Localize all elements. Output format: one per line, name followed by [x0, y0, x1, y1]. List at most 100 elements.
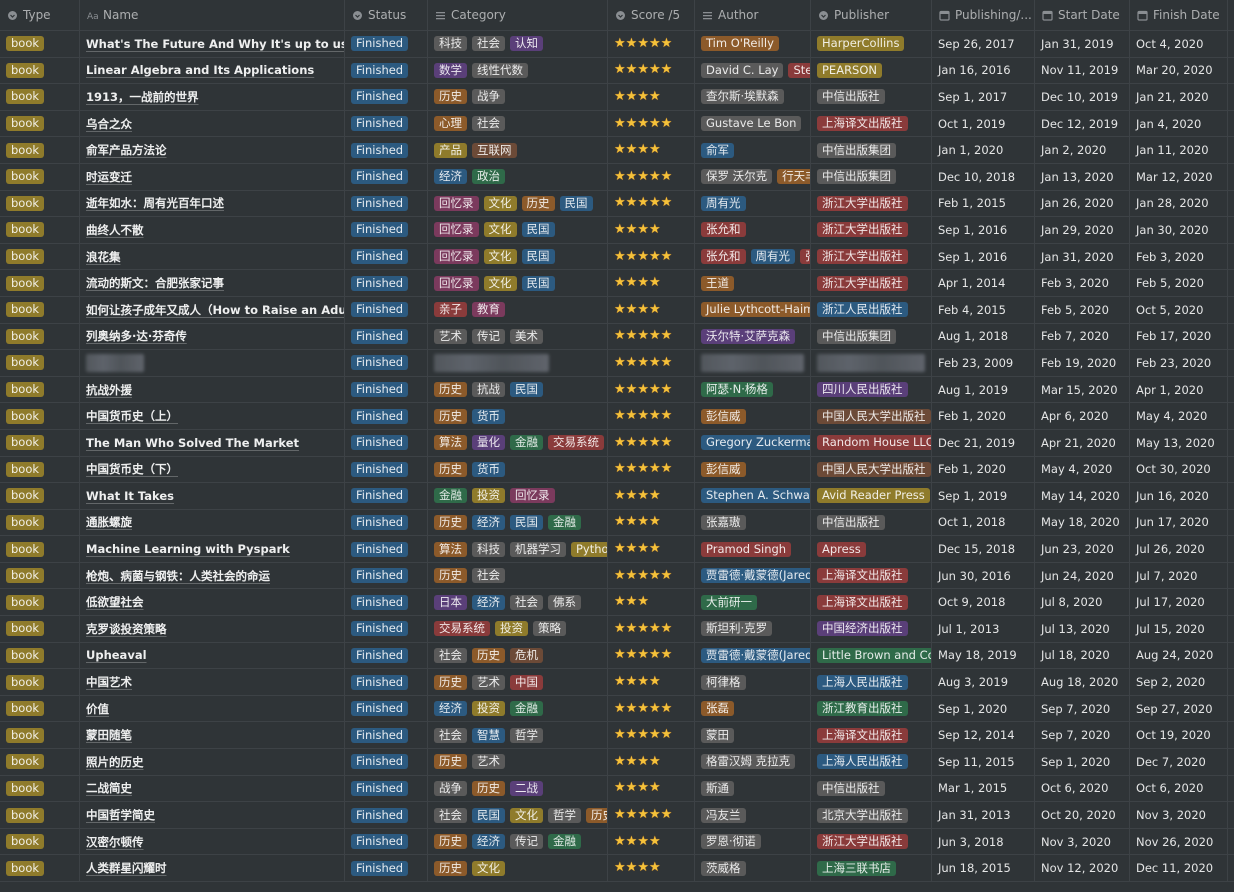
tag: 艺术 — [472, 674, 505, 690]
book-name[interactable]: Linear Algebra and Its Applications — [86, 63, 315, 78]
column-header[interactable]: Score /5 — [608, 0, 695, 30]
book-name[interactable]: 中国艺术 — [86, 675, 132, 690]
cell: May 4, 2020 — [1035, 456, 1130, 483]
tag: 王道 — [701, 275, 734, 291]
cell: Sep 26, 2017 — [932, 31, 1035, 57]
cell: 逝年如水：周有光百年口述 — [80, 190, 345, 217]
cell: Finished — [345, 84, 428, 110]
table-row: book 中国艺术 Finished 历史 艺术 中国 ★ ★ ★ ★ 柯律格 上海人民出版社 Aug … — [0, 669, 1234, 696]
star: ★ — [648, 541, 661, 557]
book-name[interactable]: 逝年如水：周有光百年口述 — [86, 196, 224, 211]
column-icon — [939, 10, 950, 21]
book-name[interactable]: 曲终人不散 — [86, 222, 144, 237]
column-header[interactable]: Type — [0, 0, 80, 30]
tag: 数学 — [434, 62, 467, 78]
cell: Mar 20, 2020 — [1130, 57, 1228, 84]
start-date: Aug 18, 2020 — [1041, 675, 1119, 690]
table-row: book 列奥纳多·达·芬奇传 Finished 艺术 传记 美术 ★ ★ ★ ★ ★ 沃尔特·艾萨克… — [0, 323, 1234, 351]
cell: Finished — [345, 190, 428, 217]
column-header[interactable]: Finish Date — [1130, 0, 1228, 30]
book-name[interactable]: 中国哲学简史 — [86, 808, 155, 823]
book-name[interactable]: 1913，一战前的世界 — [86, 89, 199, 104]
star-rating: ★ ★ ★ ★ ★ — [614, 63, 672, 77]
column-header[interactable]: Status — [345, 0, 428, 30]
cell: Feb 23, 2020 — [1130, 350, 1228, 376]
book-name[interactable]: 蒙田随笔 — [86, 728, 132, 743]
star: ★ — [625, 434, 638, 450]
tag: Finished — [351, 514, 409, 530]
book-name[interactable]: 照片的历史 — [86, 754, 144, 769]
book-name[interactable]: 流动的斯文：合肥张家记事 — [86, 276, 224, 291]
cell: 枪炮、病菌与钢铁：人类社会的命运 — [80, 562, 345, 589]
finish-date: Nov 3, 2020 — [1136, 808, 1206, 823]
cell: book — [0, 296, 80, 323]
book-name[interactable]: 抗战外援 — [86, 382, 132, 397]
cell: May 13, 2020 — [1130, 429, 1228, 456]
book-name[interactable]: 汉密尔顿传 — [86, 834, 144, 849]
book-name[interactable]: What It Takes — [86, 488, 175, 503]
book-name[interactable]: 中国货币史（下） — [86, 462, 178, 477]
star: ★ — [625, 195, 638, 211]
published-date: Mar 1, 2015 — [938, 781, 1008, 796]
column-header[interactable]: Publisher — [811, 0, 932, 30]
book-name[interactable]: 中国货币史（上） — [86, 409, 178, 424]
book-name[interactable]: 人类群星闪耀时 — [86, 861, 167, 876]
tag: 历史 — [472, 780, 505, 796]
column-header[interactable]: Author — [695, 0, 811, 30]
book-name[interactable]: 低欲望社会 — [86, 595, 144, 610]
book-name[interactable]: 枪炮、病菌与钢铁：人类社会的命运 — [86, 568, 270, 583]
book-name[interactable]: 价值 — [86, 701, 109, 716]
star: ★ — [648, 780, 661, 796]
star: ★ — [637, 727, 649, 743]
book-name[interactable]: 如何让孩子成年又成人（How to Raise an Adult） — [86, 302, 345, 317]
star: ★ — [648, 88, 661, 104]
cell: ★ ★ ★ ★ ★ — [608, 616, 695, 642]
tag: 认知 — [510, 36, 543, 52]
book-name[interactable]: Upheaval — [86, 648, 147, 663]
column-header[interactable]: Aa Name — [80, 0, 345, 30]
tag: 彭信威 — [701, 461, 746, 477]
book-name[interactable]: Machine Learning with Pyspark — [86, 542, 290, 557]
star: ★ — [625, 700, 638, 716]
column-header[interactable]: Start Date — [1035, 0, 1130, 30]
book-name[interactable]: 俞军产品方法论 — [86, 143, 167, 158]
star-rating: ★ ★ ★ ★ — [614, 88, 661, 104]
tag: 中国人民大学出版社 — [817, 461, 931, 477]
published-date: Dec 15, 2018 — [938, 542, 1016, 557]
star: ★ — [637, 142, 649, 158]
column-header[interactable]: Category — [428, 0, 608, 30]
cell: Sep 1, 2016 — [932, 217, 1035, 243]
book-name[interactable]: The Man Who Solved The Market — [86, 435, 300, 450]
book-name[interactable]: 二战简史 — [86, 781, 132, 796]
cell: ★ ★ ★ ★ ★ — [608, 456, 695, 483]
finish-date: Jul 17, 2020 — [1136, 595, 1205, 610]
star: ★ — [625, 408, 638, 424]
star: ★ — [660, 328, 673, 344]
table-row: book 如何让孩子成年又成人（How to Raise an Adult） Fin… — [0, 296, 1234, 324]
cell: Jun 23, 2020 — [1035, 536, 1130, 562]
start-date: May 14, 2020 — [1041, 488, 1120, 503]
book-name[interactable]: 时运变迁 — [86, 169, 132, 184]
book-name[interactable]: What's The Future And Why It's up to us — [86, 36, 345, 51]
table-row: book 乌合之众 Finished 心理 社会 ★ ★ ★ ★ ★ Gustave Le Bon 上… — [0, 110, 1234, 138]
cell: Oct 9, 2018 — [932, 589, 1035, 616]
book-name[interactable]: 列奥纳多·达·芬奇传 — [86, 329, 187, 344]
book-name[interactable]: 通胀螺旋 — [86, 515, 132, 530]
tag: book — [6, 754, 45, 770]
book-name[interactable]: 克罗谈投资策略 — [86, 621, 167, 636]
cell: Jan 21, 2020 — [1130, 84, 1228, 110]
column-title: Author — [718, 8, 759, 22]
published-date: Feb 1, 2015 — [938, 196, 1006, 211]
star: ★ — [648, 115, 661, 131]
cell: ★ ★ ★ ★ — [608, 828, 695, 855]
published-date: Sep 26, 2017 — [938, 36, 1015, 51]
column-header[interactable]: Publishing/... — [932, 0, 1035, 30]
star-rating: ★ ★ ★ ★ — [614, 675, 661, 689]
star-rating: ★ ★ ★ ★ — [614, 222, 661, 237]
star: ★ — [614, 647, 626, 663]
book-name[interactable]: 乌合之众 — [86, 116, 132, 131]
tag: 智慧 — [472, 727, 505, 743]
book-name[interactable]: 浪花集 — [86, 249, 121, 264]
cell: Jul 8, 2020 — [1035, 589, 1130, 616]
star: ★ — [614, 301, 626, 317]
